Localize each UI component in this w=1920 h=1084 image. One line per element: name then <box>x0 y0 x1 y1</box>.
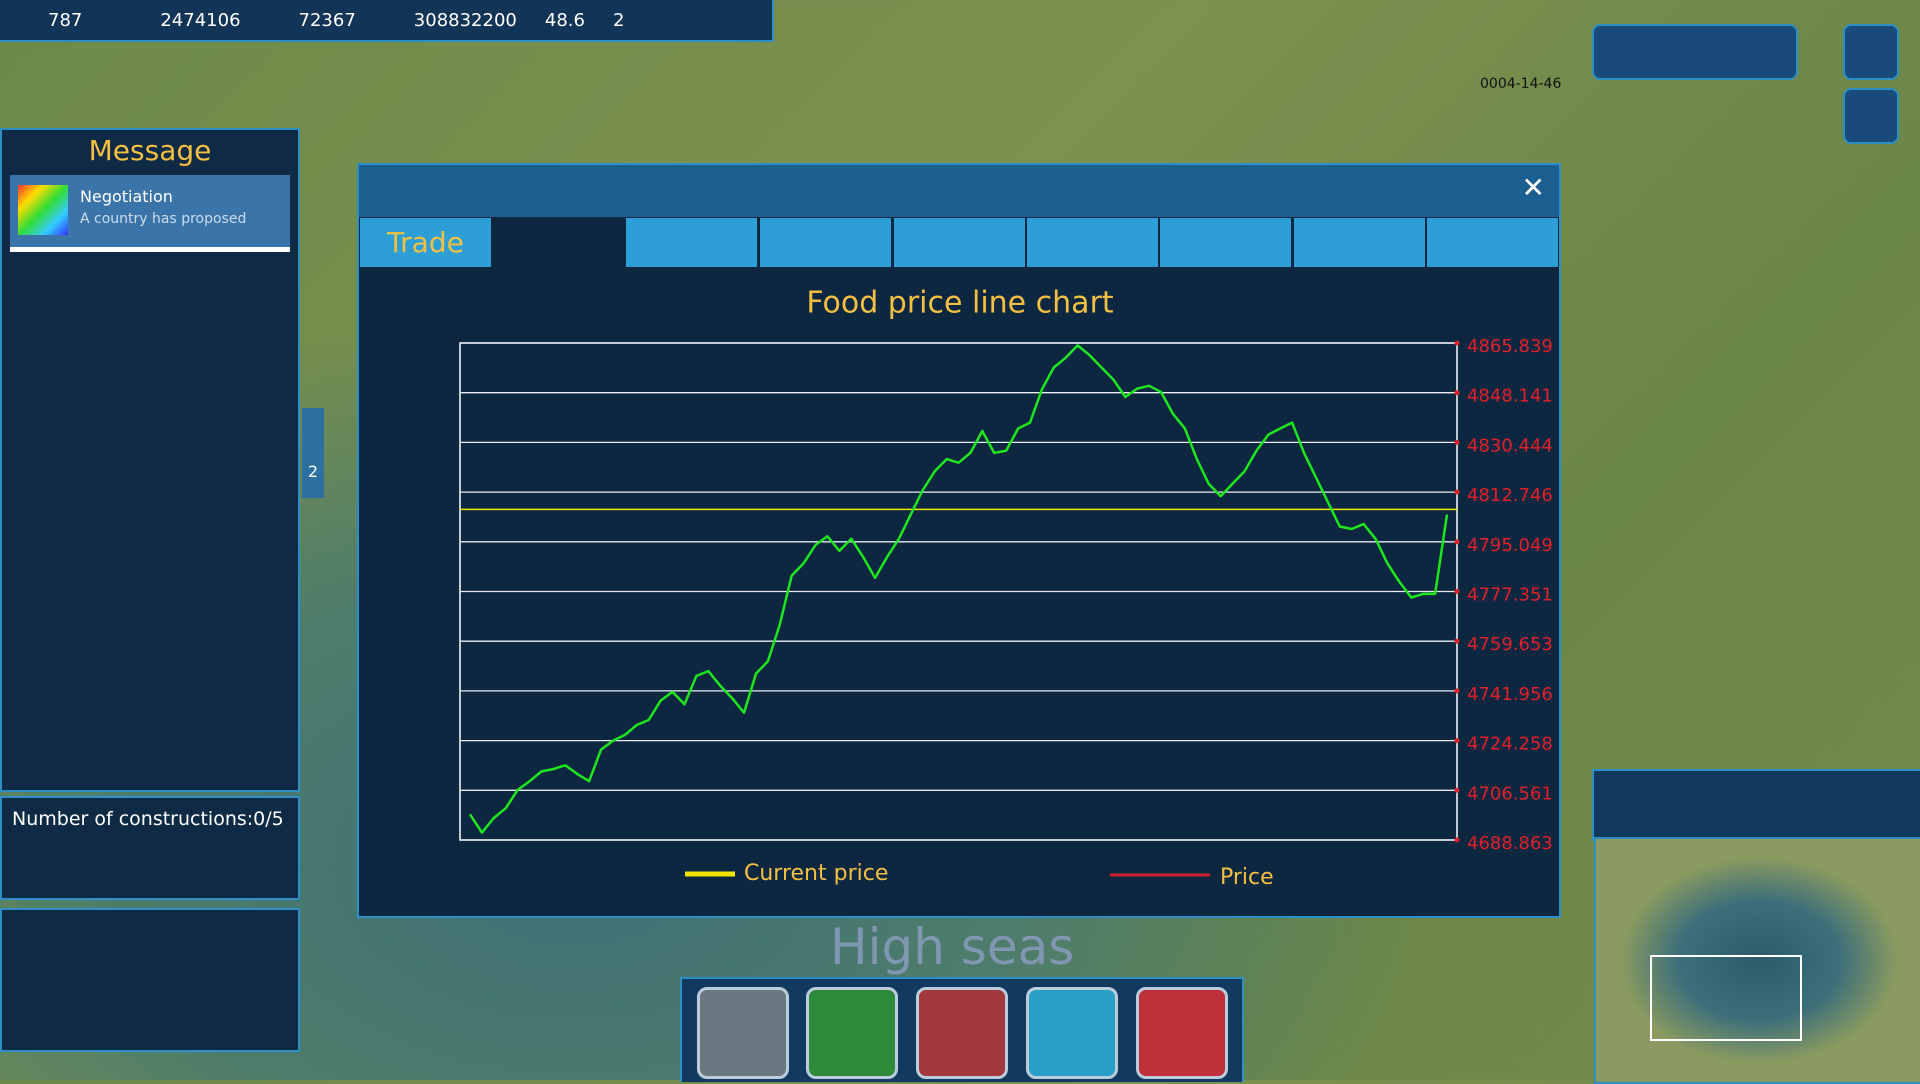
minimap-viewport <box>1650 955 1802 1041</box>
panel-title: Message <box>88 134 212 167</box>
tab[interactable] <box>1427 218 1558 267</box>
y-tick-label: 4795.049 <box>1467 535 1553 556</box>
price-line <box>468 344 1449 834</box>
resources: 308832200 <box>413 9 517 31</box>
tab[interactable] <box>1294 218 1425 267</box>
y-tick-label: 4706.561 <box>1467 783 1553 804</box>
message-icon <box>18 185 68 235</box>
influence: 48.6 <box>544 9 585 31</box>
tab[interactable] <box>1160 218 1291 267</box>
chart-window: ✕ <box>357 163 1561 918</box>
tick-mark <box>1454 837 1460 843</box>
chart-title: Food price line chart <box>806 286 1114 321</box>
tick-mark <box>1454 787 1460 793</box>
region-name: High seas <box>830 918 1075 976</box>
window-header <box>359 165 1559 217</box>
y-tick-label: 4777.351 <box>1467 585 1553 606</box>
y-tick-label: 4741.956 <box>1467 684 1553 705</box>
tab[interactable] <box>493 218 624 267</box>
minimap[interactable] <box>1594 837 1920 1084</box>
tab[interactable] <box>626 218 757 267</box>
tab[interactable] <box>1027 218 1158 267</box>
panel-tab[interactable]: 2 <box>302 408 324 498</box>
tick-mark <box>1454 589 1460 594</box>
legend-label: Current price <box>744 861 888 886</box>
tick-mark <box>1454 539 1460 545</box>
notes-button[interactable] <box>1843 88 1899 144</box>
y-tick-label: 4865.839 <box>1467 336 1553 357</box>
resource-grid <box>0 908 300 1052</box>
legend-label: Price <box>1220 865 1274 890</box>
speed-controls[interactable] <box>1592 24 1798 80</box>
science-button[interactable] <box>1026 987 1118 1079</box>
message-panel: Message Negotiation A country has propos… <box>0 128 300 792</box>
list-button[interactable] <box>697 987 789 1079</box>
honor-button[interactable] <box>806 987 898 1079</box>
y-tick-label: 4724.258 <box>1467 734 1553 755</box>
tick-mark <box>1454 340 1460 346</box>
tick-mark <box>1454 738 1460 744</box>
tick-mark <box>1454 390 1460 396</box>
tick-mark <box>1454 439 1460 445</box>
top-bar: 787 2474106 72367 308832200 48.6 2 <box>0 0 774 42</box>
y-tick-label: 4812.746 <box>1467 485 1553 506</box>
science: 72367 <box>298 9 356 31</box>
message-text: A country has proposed <box>80 211 247 227</box>
stats-button[interactable] <box>916 987 1008 1079</box>
tick-mark <box>1454 489 1460 495</box>
trophies: 2 <box>612 9 625 31</box>
tab[interactable] <box>894 218 1025 267</box>
constructions: Number of constructions:0/5 <box>0 796 300 900</box>
message-item[interactable]: Negotiation A country has proposed <box>10 175 290 252</box>
close-button[interactable]: ✕ <box>1521 171 1545 204</box>
y-tick-label: 4688.863 <box>1467 833 1553 854</box>
tab[interactable] <box>760 218 891 267</box>
economy-button[interactable] <box>1136 987 1228 1079</box>
money: 2474106 <box>160 9 241 31</box>
y-tick-label: 4830.444 <box>1467 435 1553 456</box>
population: 787 <box>48 9 83 31</box>
tick-mark <box>1454 638 1460 644</box>
tick-mark <box>1454 688 1460 694</box>
tab[interactable]: Trade <box>360 218 491 267</box>
y-tick-label: 4848.141 <box>1467 386 1553 407</box>
minimap-toolbar <box>1592 769 1920 841</box>
message-title: Negotiation <box>80 187 173 206</box>
date: 0004-14-46 <box>1480 76 1562 92</box>
y-tick-label: 4759.653 <box>1467 634 1553 655</box>
settings-button[interactable] <box>1843 24 1899 80</box>
